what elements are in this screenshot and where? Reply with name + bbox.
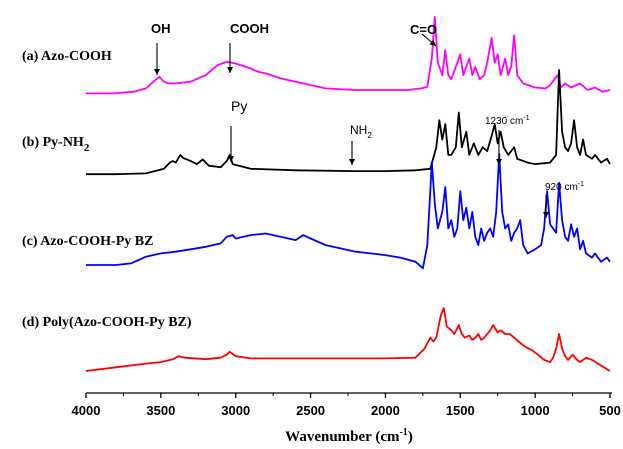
annotation-label-3: NH2 [350, 123, 372, 140]
annotation-label-1: COOH [230, 21, 269, 36]
x-tick-label-6: 1000 [521, 403, 550, 418]
series-label-text-1: (b) Py-NH [22, 135, 84, 150]
series-label-sub-1: 2 [84, 142, 90, 154]
annotation-label-2: C=O [410, 22, 437, 37]
series-line-1 [86, 69, 611, 176]
annotation-label-0: OH [151, 21, 171, 36]
x-tick-label-0: 4000 [72, 403, 101, 418]
annotation-arrowhead-4 [228, 156, 234, 162]
annotation-text-1: COOH [230, 21, 269, 36]
annotation-arrowhead-6 [543, 212, 549, 218]
series-label-0: (a) Azo-COOH [22, 49, 112, 64]
series-line-0 [86, 16, 611, 95]
annotation-sup-6: -1 [578, 181, 584, 188]
x-tick-label-5: 1500 [446, 403, 475, 418]
x-tick-label-3: 2500 [296, 403, 325, 418]
annotation-text-0: OH [151, 21, 171, 36]
annotation-arrowhead-5 [496, 159, 502, 165]
series-label-1: (b) Py-NH2 [22, 135, 90, 154]
x-axis-title: Wavenumber (cm-1) [285, 427, 413, 445]
x-tick-label-1: 3500 [146, 403, 175, 418]
series-label-2: (c) Azo-COOH-Py BZ [22, 234, 153, 249]
x-tick-label-2: 3000 [221, 403, 250, 418]
x-axis: 4000 3500 3000 2500 2000 1500 1000 500 [72, 392, 621, 418]
annotation-arrowhead-2 [429, 39, 436, 46]
annotation-text-2: C=O [410, 22, 437, 37]
x-axis-title-sup: -1 [399, 427, 407, 438]
annotation-text-3: NH [350, 123, 367, 137]
series-label-3: (d) Poly(Azo-COOH-Py BZ) [22, 315, 192, 330]
x-axis-title-end: ) [408, 429, 413, 445]
series-line-2 [86, 152, 611, 270]
annotation-sup-5: -1 [523, 115, 529, 122]
annotation-text-4: Py [231, 98, 247, 114]
series-line-3 [85, 307, 611, 372]
series-label-layer: (a) Azo-COOH (b) Py-NH2 (c) Azo-COOH-Py BZ… [22, 49, 192, 330]
annotation-label-4: Py [231, 98, 247, 114]
annotation-label-6: 920 cm-1 [545, 181, 584, 193]
annotation-text-6: 920 cm [545, 182, 578, 193]
x-tick-label-7: 500 [599, 403, 621, 418]
series-layer [85, 16, 611, 372]
annotation-sub-3: 2 [367, 131, 372, 140]
annotation-arrowhead-1 [227, 67, 233, 73]
annotation-label-5: 1230 cm-1 [485, 115, 530, 127]
annotation-text-5: 1230 cm [485, 116, 523, 127]
x-axis-title-text: Wavenumber (cm [285, 429, 400, 445]
annotation-arrowhead-0 [154, 69, 160, 75]
annotation-arrowhead-3 [349, 159, 355, 165]
x-tick-label-4: 2000 [371, 403, 400, 418]
